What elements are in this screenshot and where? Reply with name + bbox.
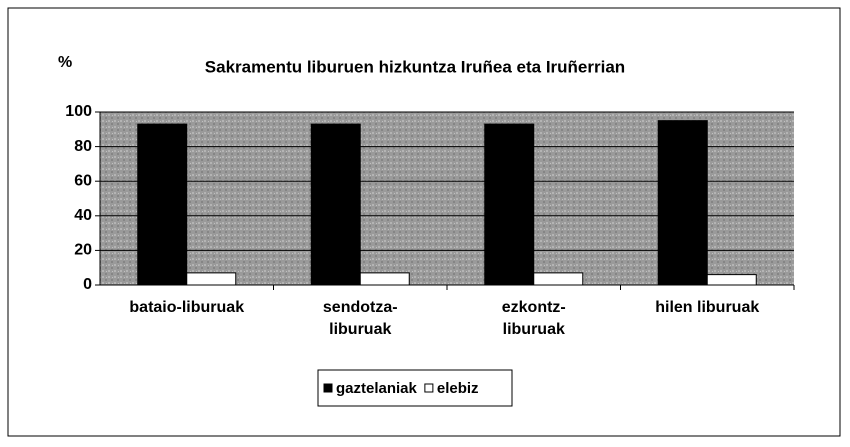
legend-label: gaztelaniak: [336, 380, 418, 397]
bar: [186, 272, 237, 286]
legend-box: [317, 369, 513, 407]
legend-swatch: [323, 383, 333, 393]
bar: [484, 123, 535, 286]
x-tick-label: hilen liburuak: [655, 299, 760, 316]
x-tick-label: sendotza-liburuak: [322, 299, 398, 338]
x-tick-label: bataio-liburuak: [129, 299, 245, 316]
y-axis-label: %: [58, 54, 72, 71]
legend-swatch: [424, 383, 434, 393]
bar: [137, 123, 188, 286]
bar: [359, 272, 410, 286]
bar: [706, 274, 757, 286]
y-tick-label: 40: [74, 207, 92, 224]
y-tick-label: 100: [65, 103, 92, 120]
x-tick-label: ezkontz-liburuak: [501, 299, 566, 338]
y-tick-label: 60: [74, 172, 92, 189]
bar: [310, 123, 361, 286]
y-tick-label: 80: [74, 138, 92, 155]
chart-title: Sakramentu liburuen hizkuntza Iruñea eta…: [205, 57, 625, 76]
y-tick-label: 0: [83, 276, 92, 293]
bar: [657, 120, 708, 286]
y-tick-label: 20: [74, 242, 92, 259]
legend-label: elebiz: [437, 380, 479, 397]
bar: [533, 272, 584, 286]
